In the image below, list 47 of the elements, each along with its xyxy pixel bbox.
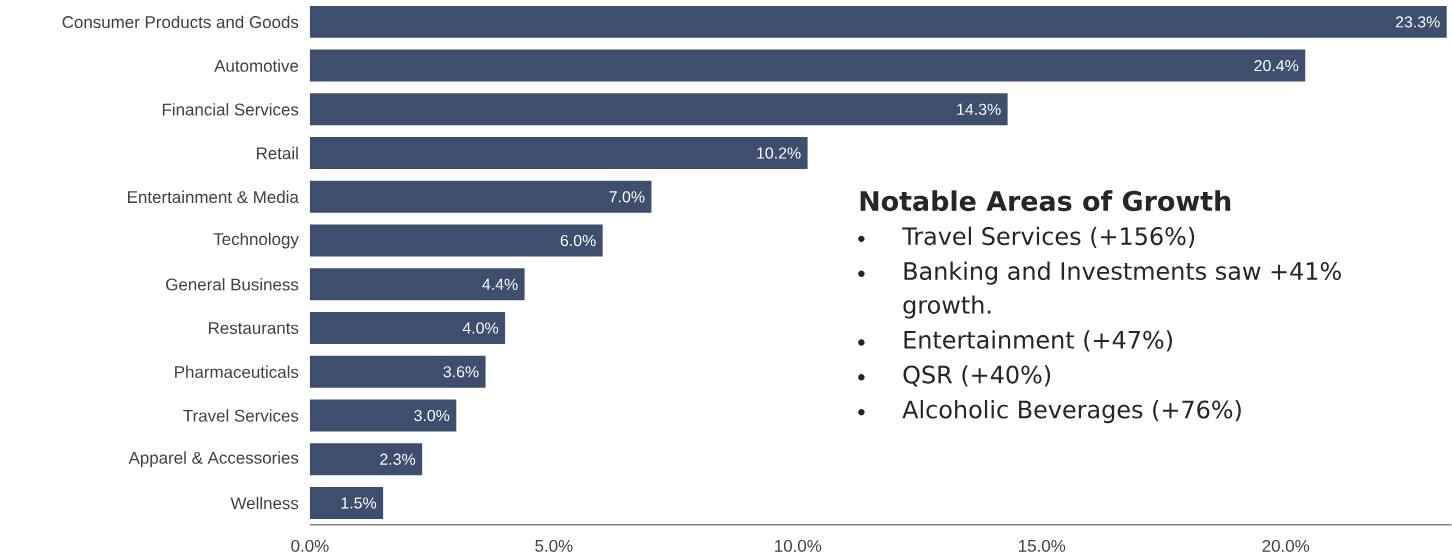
y-tick-label: Consumer Products and Goods: [62, 15, 299, 29]
annotation: Banking and Investments saw +41% growth.: [903, 261, 1341, 319]
x-tick-label: 20.0%: [1262, 540, 1310, 553]
bar: [309, 487, 384, 520]
bar: [309, 356, 486, 389]
y-tick-label: Pharmaceuticals: [175, 365, 299, 379]
data-label: 2.3%: [380, 453, 416, 466]
annotation: QSR (+40%): [903, 365, 1051, 387]
bar: [309, 312, 506, 345]
x-tick-label: 15.0%: [1019, 540, 1066, 553]
x-tick-label: 0.0%: [291, 540, 329, 553]
data-label: 23.3%: [1395, 16, 1440, 28]
bar: [309, 137, 808, 170]
annotation: Entertainment (+47%): [904, 330, 1172, 352]
data-label: 4.0%: [462, 322, 499, 334]
bar: [309, 399, 457, 432]
data-label: 4.4%: [482, 278, 518, 291]
y-tick-label: Travel Services: [183, 409, 299, 422]
x-tick-label: 5.0%: [535, 540, 573, 553]
annotation: Notable Areas of Growth: [860, 190, 1231, 212]
data-label: 3.0%: [414, 410, 450, 422]
y-tick-label: Financial Services: [162, 103, 299, 116]
bar: [309, 181, 652, 214]
annotation: Travel Services (+156%): [902, 226, 1195, 249]
y-tick-label: Restaurants: [208, 322, 299, 335]
bar: [309, 224, 603, 257]
data-label: 1.5%: [341, 497, 377, 509]
data-label: 3.6%: [443, 366, 479, 378]
y-tick-label: Apparel & Accessories: [128, 451, 299, 468]
y-tick-label: Automotive: [214, 59, 299, 73]
data-label: 7.0%: [609, 191, 645, 203]
y-tick-label: Technology: [213, 232, 299, 249]
bar: [309, 93, 1008, 126]
bar: [309, 268, 525, 301]
data-label: 20.4%: [1254, 60, 1299, 72]
bar: [309, 443, 423, 476]
bar: [309, 49, 1306, 82]
y-tick-label: General Business: [166, 278, 299, 291]
x-tick-label: 10.0%: [775, 540, 822, 553]
y-tick-label: Entertainment & Media: [128, 190, 299, 204]
data-label: 14.3%: [957, 103, 1001, 116]
data-label: 6.0%: [560, 235, 596, 247]
y-tick-label: Wellness: [230, 497, 299, 510]
annotation: Alcoholic Beverages (+76%): [902, 400, 1241, 424]
bar: [309, 6, 1447, 39]
y-tick-label: Retail: [256, 147, 298, 160]
data-label: 10.2%: [757, 147, 801, 159]
